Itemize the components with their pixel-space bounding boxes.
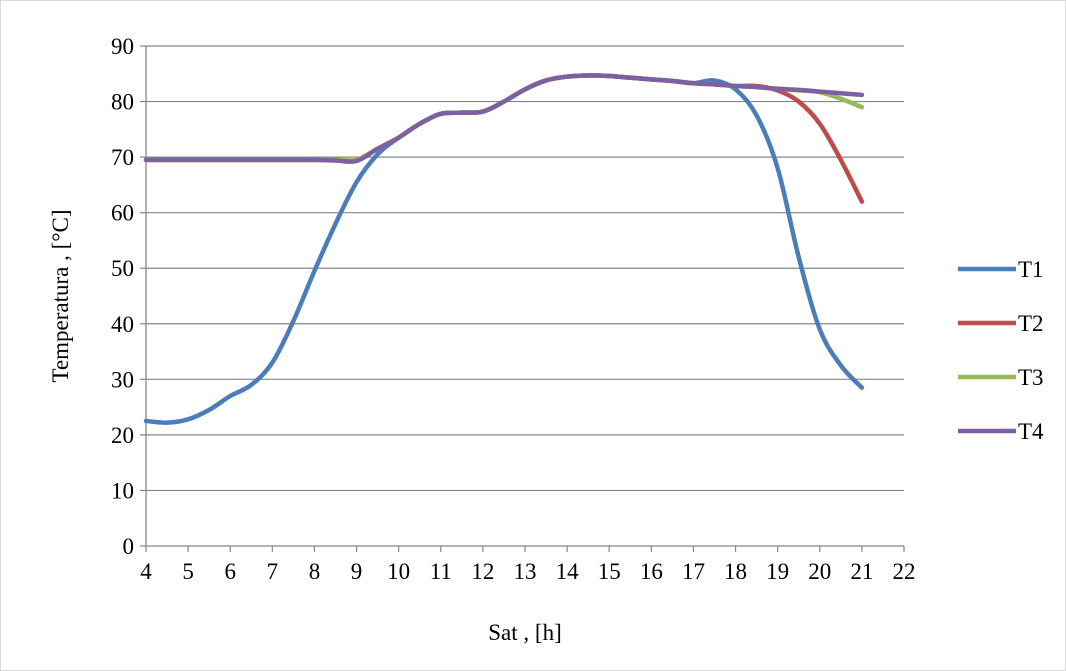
x-tick-label: 15 — [598, 559, 621, 584]
x-tick-label: 20 — [808, 559, 831, 584]
series-line-t2 — [143, 73, 865, 204]
series-lines — [143, 73, 865, 425]
x-tick-label: 8 — [309, 559, 321, 584]
legend-label-t2: T2 — [1018, 311, 1044, 336]
x-axis-title: Sat , [h] — [488, 620, 561, 645]
axes — [145, 46, 904, 547]
x-tick-label: 12 — [471, 559, 494, 584]
x-tick-label: 9 — [351, 559, 363, 584]
x-tick-label: 11 — [430, 559, 452, 584]
y-tick-label: 40 — [111, 312, 134, 337]
x-tick-label: 16 — [640, 559, 663, 584]
x-tick-label: 10 — [387, 559, 410, 584]
y-tick-label: 20 — [111, 423, 134, 448]
y-tick-label: 30 — [111, 367, 134, 392]
y-axis-title: Temperatura , [°C] — [48, 210, 73, 383]
y-tick-label: 80 — [111, 90, 134, 115]
x-tick-label: 17 — [682, 559, 705, 584]
y-tick-label: 60 — [111, 201, 134, 226]
legend-label-t4: T4 — [1018, 419, 1044, 444]
legend-label-t1: T1 — [1018, 257, 1044, 282]
x-tick-label: 13 — [514, 559, 537, 584]
x-tick-label: 22 — [893, 559, 916, 584]
y-tick-label: 90 — [111, 34, 134, 59]
series-line-t4 — [143, 73, 865, 165]
x-tick-label: 5 — [182, 559, 194, 584]
x-axis-ticks: 4 5 6 7 8 9 10 11 12 13 14 15 16 17 18 19 20 21 22 — [140, 546, 916, 584]
legend: T1 T2 T3 T4 — [958, 257, 1044, 444]
x-tick-label: 4 — [140, 559, 152, 584]
series-line-t1 — [143, 73, 865, 425]
y-tick-label: 0 — [123, 534, 135, 559]
y-tick-label: 10 — [111, 478, 134, 503]
x-tick-label: 21 — [850, 559, 873, 584]
x-tick-label: 7 — [267, 559, 279, 584]
x-tick-label: 19 — [766, 559, 789, 584]
x-tick-label: 14 — [556, 559, 580, 584]
y-tick-label: 50 — [111, 256, 134, 281]
y-tick-label: 70 — [111, 145, 134, 170]
gridlines — [146, 45, 904, 492]
y-axis-ticks: 0 10 20 30 40 50 60 70 80 90 — [111, 34, 146, 559]
legend-label-t3: T3 — [1018, 365, 1044, 390]
x-tick-label: 18 — [724, 559, 747, 584]
x-tick-label: 6 — [224, 559, 236, 584]
